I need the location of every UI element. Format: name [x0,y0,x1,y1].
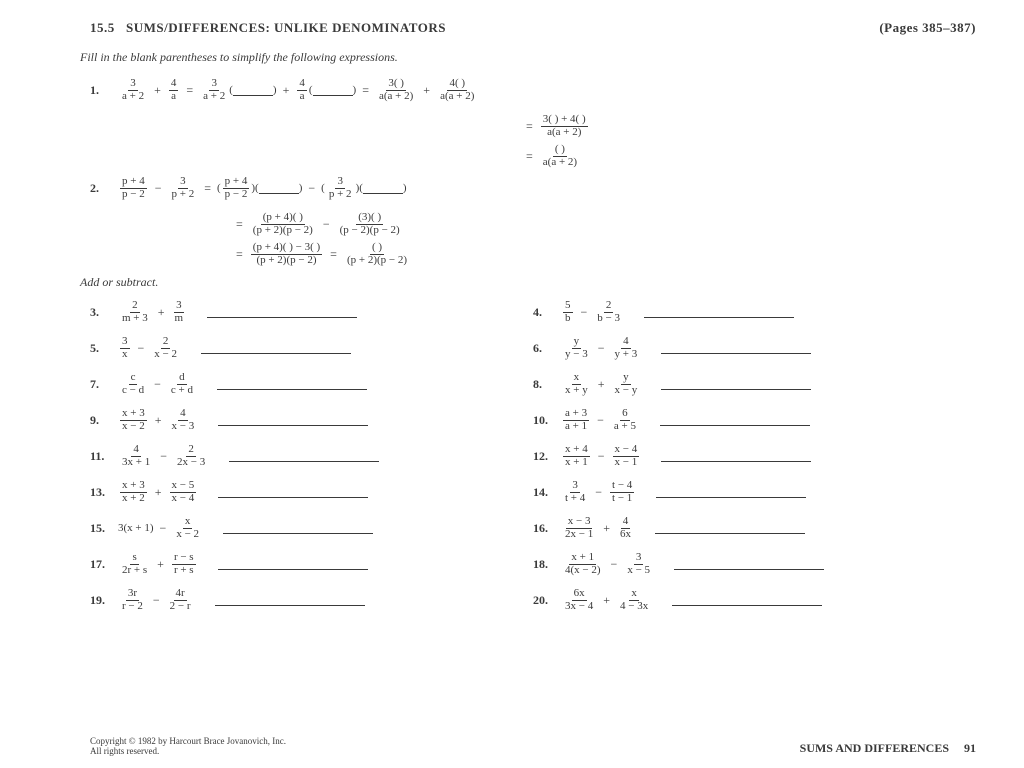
expression: yy − 3−4y + 3 [561,336,641,360]
problem-number: 19. [90,593,118,608]
problem-2: 2. p + 4p − 2 − 3p + 2 = (p + 4p − 2)( )… [90,173,976,203]
answer-blank[interactable] [661,451,811,462]
answer-blank[interactable] [218,415,368,426]
instruction-2: Add or subtract. [80,275,976,290]
answer-blank[interactable] [655,523,805,534]
answer-blank[interactable] [215,595,365,606]
answer-blank[interactable] [229,451,379,462]
problem-number: 4. [533,305,561,320]
problem-number: 3. [90,305,118,320]
problem-number: 5. [90,341,118,356]
expression: 2m + 3+3m [118,300,187,324]
expression: s2r + s+r − sr + s [118,552,198,576]
problem-row: 19.3rr − 2−4r2 − r 20.6x3x − 4+x4 − 3x [90,584,976,616]
answer-blank[interactable] [218,487,368,498]
problem-number: 2. [90,181,118,196]
section-title: 15.5 SUMS/DIFFERENCES: UNLIKE DENOMINATO… [90,20,446,36]
answer-blank[interactable] [672,595,822,606]
worksheet-page: 15.5 SUMS/DIFFERENCES: UNLIKE DENOMINATO… [0,0,1024,630]
expression: cc − d−dc + d [118,372,197,396]
expression: x + 14(x − 2)−3x − 5 [561,552,654,576]
problem-number: 9. [90,413,118,428]
expression: 6x3x − 4+x4 − 3x [561,588,652,612]
problem-number: 10. [533,413,561,428]
problem-number: 1. [90,83,118,98]
blank[interactable] [259,183,299,194]
section-heading: SUMS/DIFFERENCES: UNLIKE DENOMINATORS [126,20,446,35]
answer-blank[interactable] [201,343,351,354]
problem-number: 14. [533,485,561,500]
page-footer: Copyright © 1982 by Harcourt Brace Jovan… [90,736,976,756]
problem-1-step2: = 3( ) + 4( )a(a + 2) [520,113,976,139]
expression: 3x−2x − 2 [118,336,181,360]
expression: 43x + 1−22x − 3 [118,444,209,468]
problem-grid: 3.2m + 3+3m 4.5b−2b − 3 5.3x−2x − 2 6.yy − … [90,296,976,616]
answer-blank[interactable] [661,343,811,354]
answer-blank[interactable] [661,379,811,390]
expression: x + 4x + 1−x − 4x − 1 [561,444,641,468]
expression: a + 3a + 1−6a + 5 [561,408,640,432]
problem-number: 16. [533,521,561,536]
answer-blank[interactable] [674,559,824,570]
blank[interactable] [233,85,273,96]
expression: 5b−2b − 3 [561,300,624,324]
expression: x + 3x + 2+x − 5x − 4 [118,480,198,504]
blank[interactable] [313,85,353,96]
problem-row: 9.x + 3x − 2+4x − 3 10.a + 3a + 1−6a + 5 [90,404,976,436]
expression: 3rr − 2−4r2 − r [118,588,195,612]
answer-blank[interactable] [644,307,794,318]
problem-row: 7.cc − d−dc + d 8.xx + y+yx − y [90,368,976,400]
footer-title: SUMS AND DIFFERENCES 91 [800,741,976,756]
problem-1: 1. 3a + 2 + 4a = 3a + 2 () + 4a () = 3( … [90,75,976,105]
problem-row: 17.s2r + s+r − sr + s 18.x + 14(x − 2)−3x… [90,548,976,580]
problem-1-step3: = ( )a(a + 2) [520,143,976,169]
answer-blank[interactable] [656,487,806,498]
answer-blank[interactable] [218,559,368,570]
problem-2-step2: = (p + 4)( )(p + 2)(p − 2) − (3)( )(p − … [230,211,976,237]
problem-2-step3: = (p + 4)( ) − 3( )(p + 2)(p − 2) = ( )(… [230,241,976,267]
expression: p + 4p − 2 − 3p + 2 = (p + 4p − 2)( ) − … [118,176,407,200]
page-header: 15.5 SUMS/DIFFERENCES: UNLIKE DENOMINATO… [90,20,976,36]
expression: 3(x + 1)−xx − 2 [118,516,203,540]
problem-number: 18. [533,557,561,572]
expression: x + 3x − 2+4x − 3 [118,408,198,432]
problem-number: 20. [533,593,561,608]
problem-row: 3.2m + 3+3m 4.5b−2b − 3 [90,296,976,328]
expression: x − 32x − 1+46x [561,516,635,540]
problem-number: 15. [90,521,118,536]
problem-number: 17. [90,557,118,572]
section-number: 15.5 [90,20,115,35]
answer-blank[interactable] [223,523,373,534]
answer-blank[interactable] [207,307,357,318]
expression: 3t + 4−t − 4t − 1 [561,480,636,504]
problem-number: 7. [90,377,118,392]
problem-row: 11.43x + 1−22x − 3 12.x + 4x + 1−x − 4x −… [90,440,976,472]
problem-row: 5.3x−2x − 2 6.yy − 3−4y + 3 [90,332,976,364]
answer-blank[interactable] [217,379,367,390]
expression: xx + y+yx − y [561,372,641,396]
problem-row: 13.x + 3x + 2+x − 5x − 4 14.3t + 4−t − 4t… [90,476,976,508]
instruction-1: Fill in the blank parentheses to simplif… [80,50,976,65]
problem-number: 12. [533,449,561,464]
answer-blank[interactable] [660,415,810,426]
problem-number: 6. [533,341,561,356]
problem-number: 13. [90,485,118,500]
copyright: Copyright © 1982 by Harcourt Brace Jovan… [90,736,286,756]
problem-row: 15.3(x + 1)−xx − 2 16.x − 32x − 1+46x [90,512,976,544]
problem-number: 11. [90,449,118,464]
problem-number: 8. [533,377,561,392]
blank[interactable] [363,183,403,194]
page-range: (Pages 385–387) [879,20,976,36]
expression: 3a + 2 + 4a = 3a + 2 () + 4a () = 3( )a(… [118,78,478,102]
